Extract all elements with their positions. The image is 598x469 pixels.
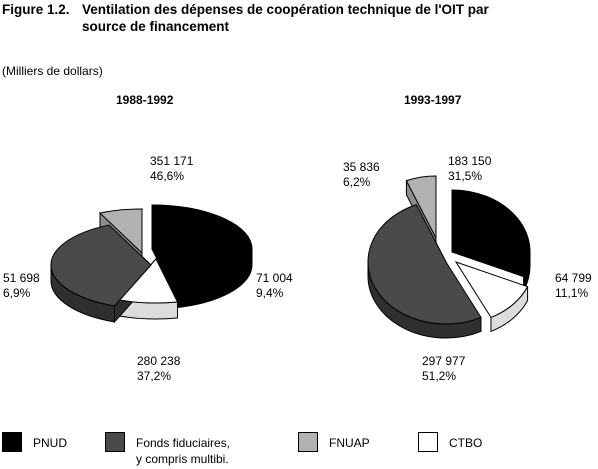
- legend-swatch-fnuap: [298, 432, 318, 452]
- pie-1988-1992: [50, 204, 253, 324]
- pct-label: 37,2%: [137, 369, 172, 383]
- legend-label-fnuap: FNUAP: [329, 436, 370, 450]
- pct-label: 6,9%: [3, 286, 31, 300]
- slice-label-1988-fnuap: 51 698 6,9%: [3, 271, 40, 301]
- pct-label: 31,5%: [448, 169, 483, 183]
- slice-label-1988-pnud: 351 171 46,6%: [150, 154, 193, 184]
- pct-label: 46,6%: [150, 169, 185, 183]
- value-label: 297 977: [422, 354, 466, 368]
- figure-number: Figure 1.2.: [2, 2, 70, 17]
- value-label: 71 004: [256, 271, 293, 285]
- value-label: 35 836: [343, 160, 380, 174]
- pie-1993-1997: [367, 175, 531, 339]
- slice-label-1993-fnuap: 35 836 6,2%: [343, 160, 380, 190]
- slice-pnud: [151, 204, 253, 293]
- legend-label-fonds: Fonds fiduciaires, y compris multibi.: [136, 436, 231, 466]
- legend-swatch-fonds: [105, 432, 125, 452]
- pct-label: 9,4%: [256, 286, 284, 300]
- pct-label: 51,2%: [422, 369, 457, 383]
- value-label: 64 799: [555, 271, 592, 285]
- slice-label-1993-ctbo: 64 799 11,1%: [555, 271, 592, 301]
- pct-label: 6,2%: [343, 175, 371, 189]
- slice-label-1993-pnud: 183 150 31,5%: [448, 154, 491, 184]
- pct-label: 11,1%: [555, 286, 589, 300]
- slice-fnuap: [98, 208, 143, 255]
- legend-label-pnud: PNUD: [33, 436, 68, 450]
- slice-fonds: [367, 204, 482, 325]
- figure-title-text: Ventilation des dépenses de coopération …: [82, 2, 489, 34]
- legend-label-ctbo: CTBO: [449, 436, 483, 450]
- chart-title-1993-1997: 1993-1997: [404, 93, 462, 107]
- slice-pnud: [451, 189, 531, 278]
- legend-swatch-pnud: [2, 432, 22, 452]
- value-label: 280 238: [137, 354, 181, 368]
- value-label: 51 698: [3, 271, 40, 285]
- units-label: (Milliers de dollars): [2, 64, 103, 78]
- slice-fnuap: [405, 175, 437, 239]
- chart-title-1988-1992: 1988-1992: [116, 93, 174, 107]
- slice-ctbo: [454, 261, 529, 319]
- slice-label-1993-fonds: 297 977 51,2%: [422, 354, 465, 384]
- value-label: 351 171: [150, 154, 194, 168]
- value-label: 183 150: [448, 154, 492, 168]
- slice-label-1988-ctbo: 71 004 9,4%: [256, 271, 293, 301]
- slice-fonds: [50, 224, 152, 307]
- legend-swatch-ctbo: [418, 432, 438, 452]
- slice-label-1988-fonds: 280 238 37,2%: [137, 354, 180, 384]
